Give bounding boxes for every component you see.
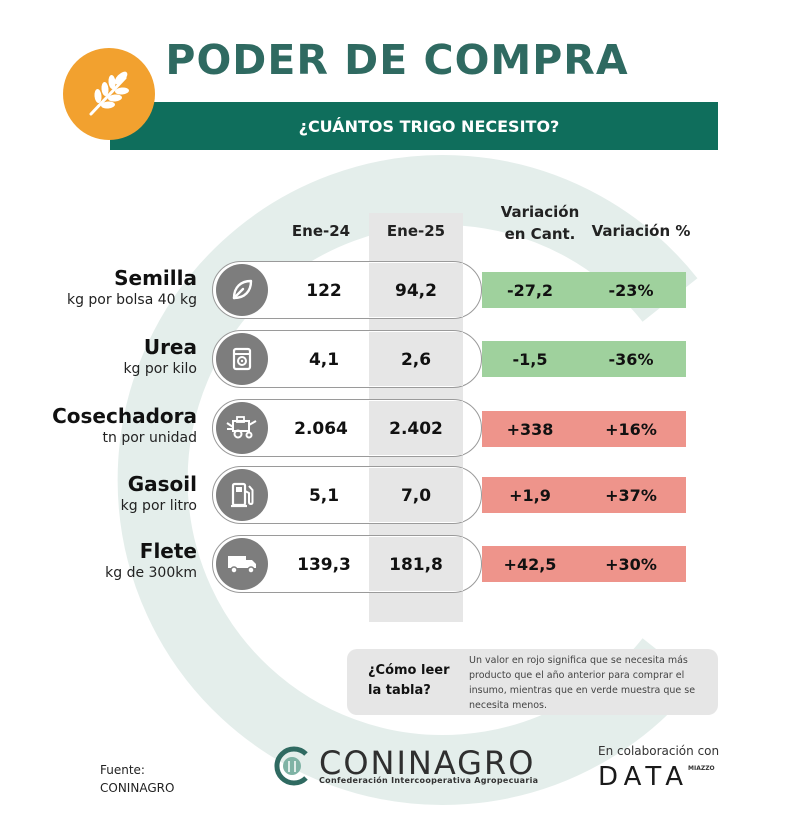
row-name: Cosechadora [52,404,197,428]
legend-question-line2: la tabla? [368,683,431,698]
value-var-cant: -27,2 [506,281,554,300]
value-ene25: 2.402 [389,419,443,439]
value-var-cant: +338 [506,420,554,439]
row-label-gasoil: Gasoil kg por litro [121,472,197,516]
coninagro-logo-icon [274,746,308,786]
ene25-cell-bg [369,401,463,455]
coninagro-subtitle: Confederación Intercooperativa Agropecua… [319,776,539,785]
row-unit: kg por bolsa 40 kg [66,292,197,308]
row-label-urea: Urea kg por kilo [123,335,197,379]
ene25-cell-bg [369,263,463,317]
header-variacion-cant: Variación en Cant. [490,201,590,245]
subtitle-bar: ¿CUÁNTOS TRIGO NECESITO? [110,102,718,150]
legend-question-line1: ¿Cómo leer [368,663,450,678]
fuel-pump-icon [231,482,254,508]
legend-note-box [347,649,718,715]
value-var-pct: +30% [605,555,657,574]
value-var-pct: -23% [608,281,654,300]
row-unit: kg por litro [120,498,197,514]
row-name: Urea [143,335,197,359]
row-icon-urea [216,333,268,385]
ene25-cell-bg [369,468,463,522]
row-name: Semilla [114,266,197,290]
value-var-cant: -1,5 [512,350,548,369]
variation-bar-cosechadora [482,411,686,447]
variation-bar-gasoil [482,477,686,513]
value-ene25: 181,8 [389,555,443,575]
row-label-flete: Flete kg de 300km [105,539,197,583]
value-ene25: 2,6 [400,350,432,370]
value-var-pct: -36% [608,350,654,369]
subtitle-text: ¿CUÁNTOS TRIGO NECESITO? [298,116,560,136]
row-unit: kg de 300km [105,565,197,581]
background-c-shape [117,155,698,805]
ene25-cell-bg [369,332,463,386]
fertilizer-bag-icon [232,347,252,371]
coninagro-wordmark: CONINAGRO [319,744,536,782]
variation-bar-urea [482,341,686,377]
legend-question: ¿Cómo leer la tabla? [368,661,450,701]
value-ene25: 7,0 [400,486,432,506]
header-ene24: Ene-24 [291,222,351,240]
row-icon-flete [216,538,268,590]
header-variacion-pct: Variación % [591,222,691,240]
wheat-icon [89,71,129,116]
wheat-logo [63,48,155,140]
data-miazzo-logo: DATA [598,762,689,792]
legend-explanation: Un valor en rojo significa que se necesi… [469,655,696,711]
value-var-cant: +42,5 [503,555,557,574]
header-variacion-cant-line2: en Cant. [504,225,576,243]
value-ene25: 94,2 [395,281,437,301]
collaboration-label: En colaboración con [598,744,720,758]
row-label-semilla: Semilla kg por bolsa 40 kg [67,266,197,310]
value-ene24: 2.064 [294,419,348,439]
source-label: Fuente: [100,763,145,777]
row-icon-semilla [216,264,268,316]
row-icon-gasoil [216,469,268,521]
page-title: PODER DE COMPRA [165,36,629,84]
harvester-icon [226,416,257,439]
truck-icon [228,556,256,574]
source: Fuente: CONINAGRO [100,761,174,797]
variation-bar-flete [482,546,686,582]
row-unit: kg por kilo [123,361,197,377]
source-value: CONINAGRO [100,781,175,795]
header-variacion-cant-line1: Variación [500,203,580,221]
row-unit: tn por unidad [102,430,197,446]
row-icon-cosechadora [216,402,268,454]
value-var-pct: +16% [605,420,657,439]
header-ene25: Ene-25 [386,222,446,240]
data-miazzo-sub: MIAZZO [688,765,715,772]
variation-bar-semilla [482,272,686,308]
row-name: Gasoil [127,472,197,496]
value-ene24: 4,1 [308,350,340,370]
row-label-cosechadora: Cosechadora tn por unidad [52,404,197,448]
row-name: Flete [139,539,197,563]
value-ene24: 122 [306,281,342,301]
value-ene24: 139,3 [297,555,351,575]
ene25-cell-bg [369,537,463,591]
leaf-icon [232,279,253,300]
value-var-pct: +37% [605,486,657,505]
value-ene24: 5,1 [308,486,340,506]
value-var-cant: +1,9 [509,486,551,505]
